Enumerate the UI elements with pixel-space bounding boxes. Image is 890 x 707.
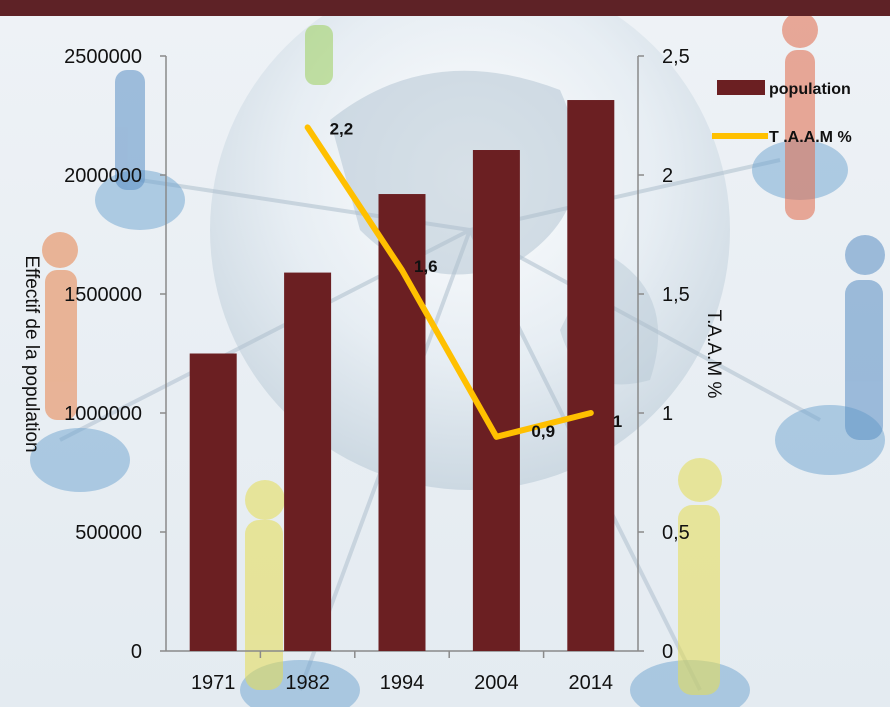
taam-data-label: 1,6 (414, 257, 438, 276)
legend-label-taam: T .A.A.M % (769, 129, 852, 146)
plot-area: 0 500000 1000000 1500000 2000000 2500000 0 0,5… (64, 46, 690, 694)
y-axis-ticks: 0 500000 1000000 1500000 2000000 2500000 (64, 46, 166, 663)
y-tick-label: 1000000 (64, 403, 142, 425)
taam-data-label: 0,9 (531, 422, 555, 441)
y-tick-label: 0 (131, 641, 142, 663)
y2-tick-label: 0 (662, 641, 673, 663)
taam-line-series (304, 124, 594, 440)
population-bar (472, 150, 520, 651)
taam-data-labels: 2,2 1,6 0,9 1 (330, 119, 623, 440)
population-bar (567, 100, 615, 651)
population-bars (189, 100, 615, 652)
header-bar (0, 0, 890, 16)
legend-swatch-population (717, 80, 765, 95)
population-bar (189, 353, 237, 651)
legend: population T .A.A.M % (712, 80, 852, 146)
taam-data-label: 2,2 (330, 119, 354, 138)
x-tick-label: 1982 (285, 672, 330, 694)
y2-tick-label: 1 (662, 403, 673, 425)
taam-data-label: 1 (613, 412, 622, 431)
taam-line (304, 124, 594, 440)
y-tick-label: 500000 (75, 522, 142, 544)
population-bar (284, 272, 332, 651)
y2-tick-label: 2 (662, 165, 673, 187)
y2-axis-title: T.A.A.M % (703, 310, 724, 399)
y2-tick-label: 1,5 (662, 284, 690, 306)
x-tick-label: 1971 (191, 672, 236, 694)
y2-tick-label: 2,5 (662, 46, 690, 68)
y-tick-label: 2000000 (64, 165, 142, 187)
legend-label-population: population (769, 81, 851, 98)
x-tick-label: 2004 (474, 672, 519, 694)
y2-tick-label: 0,5 (662, 522, 690, 544)
y-axis-title: Effectif de la population (21, 255, 42, 452)
x-tick-label: 2014 (569, 672, 614, 694)
x-tick-label: 1994 (380, 672, 425, 694)
x-axis-ticks: 1971 1982 1994 2004 2014 (191, 651, 613, 694)
y-tick-label: 2500000 (64, 46, 142, 68)
y2-axis-ticks: 0 0,5 1 1,5 2 2,5 (638, 46, 690, 663)
y-tick-label: 1500000 (64, 284, 142, 306)
